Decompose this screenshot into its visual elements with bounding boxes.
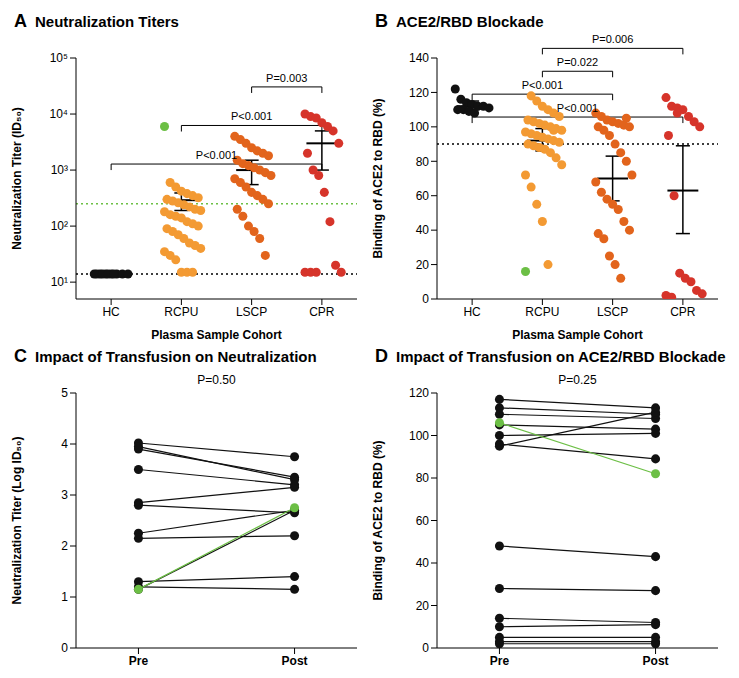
svg-text:HC: HC [102,305,120,319]
html-text:ACE2/RBD Blockade: ACE2/RBD Blockade [396,13,544,30]
svg-text:P=0.006: P=0.006 [592,34,633,45]
svg-text:CPR: CPR [309,305,335,319]
svg-text:80: 80 [416,471,430,485]
svg-text:40: 40 [416,223,430,237]
svg-text:10³: 10³ [51,163,68,177]
svg-text:2: 2 [61,539,68,553]
svg-text:100: 100 [409,429,429,443]
svg-text:20: 20 [416,258,430,272]
svg-text:10⁴: 10⁴ [49,107,68,121]
svg-text:10²: 10² [51,219,68,233]
svg-text:100: 100 [409,120,429,134]
svg-text:120: 120 [409,86,429,100]
svg-text:0: 0 [422,641,429,655]
svg-text:Post: Post [643,654,669,668]
html-text:Neutralization Titers: Neutralization Titers [35,13,179,30]
svg-text:Pre: Pre [129,654,149,668]
svg-text:Plasma Sample Cohort: Plasma Sample Cohort [512,328,643,342]
svg-text:P<0.001: P<0.001 [231,110,272,122]
svg-text:60: 60 [416,514,430,528]
html-text:P=0.50: P=0.50 [197,373,236,387]
svg-text:HC: HC [463,305,481,319]
html-text:D: D [375,346,388,366]
svg-text:LSCP: LSCP [236,305,267,319]
svg-text:P=0.022: P=0.022 [557,56,598,68]
svg-text:140: 140 [409,51,429,65]
svg-text:60: 60 [416,189,430,203]
svg-text:120: 120 [409,386,429,400]
svg-text:RCPU: RCPU [164,305,198,319]
svg-text:4: 4 [61,437,68,451]
svg-text:40: 40 [416,556,430,570]
svg-text:P<0.001: P<0.001 [196,149,237,161]
html-text:P=0.25: P=0.25 [558,373,597,387]
html-text:A: A [14,11,27,31]
svg-text:P=0.003: P=0.003 [266,72,307,84]
svg-text:80: 80 [416,155,430,169]
svg-text:5: 5 [61,386,68,400]
svg-text:1: 1 [61,590,68,604]
svg-text:0: 0 [61,641,68,655]
html-text:B: B [375,11,388,31]
svg-text:P<0.001: P<0.001 [522,79,563,91]
html-text:Impact of Transfusion on Neutr: Impact of Transfusion on Neutralization [35,348,317,365]
svg-text:0: 0 [422,292,429,306]
html-text:C: C [14,346,27,366]
svg-text:Binding of ACE2 to RBD (%): Binding of ACE2 to RBD (%) [371,440,385,600]
svg-text:Pre: Pre [490,654,510,668]
svg-text:Neutralization Titer (Log ID₅₀: Neutralization Titer (Log ID₅₀) [10,436,24,604]
svg-text:LSCP: LSCP [597,305,628,319]
svg-text:CPR: CPR [670,305,696,319]
svg-text:RCPU: RCPU [525,305,559,319]
svg-text:Plasma Sample Cohort: Plasma Sample Cohort [151,328,282,342]
svg-text:Binding of ACE2 to RBD (%): Binding of ACE2 to RBD (%) [371,98,385,258]
svg-text:10¹: 10¹ [51,275,68,289]
svg-text:P<0.001: P<0.001 [557,102,598,114]
html-text:Impact of Transfusion on ACE2/: Impact of Transfusion on ACE2/RBD Blocka… [396,348,726,365]
svg-text:Neutralization Titer (ID₅₀): Neutralization Titer (ID₅₀) [10,107,24,250]
svg-text:10⁵: 10⁵ [50,51,68,65]
svg-text:20: 20 [416,599,430,613]
svg-text:3: 3 [61,488,68,502]
svg-text:Post: Post [282,654,308,668]
